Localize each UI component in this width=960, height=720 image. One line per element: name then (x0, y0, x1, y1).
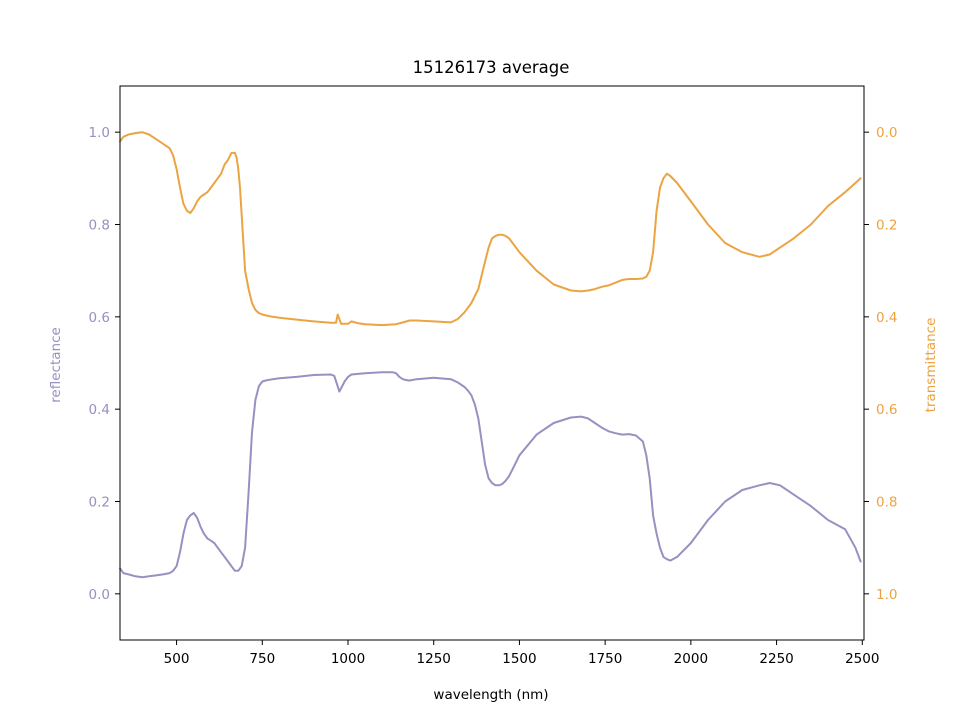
y-right-tick-label: 0.6 (876, 402, 897, 418)
y-axis-left-label: reflectance (48, 327, 64, 403)
y-left-tick-label: 1.0 (89, 125, 110, 141)
x-tick-label: 2250 (759, 651, 793, 667)
x-tick-label: 1750 (588, 651, 622, 667)
y-left-tick-label: 0.6 (89, 310, 110, 326)
x-tick-label: 1500 (502, 651, 536, 667)
x-tick-label: 2000 (674, 651, 708, 667)
x-axis-label: wavelength (nm) (433, 687, 548, 703)
y-right-tick-label: 0.8 (876, 495, 897, 511)
series-line-reflectance (119, 371, 862, 579)
y-left-tick-label: 0.4 (89, 402, 110, 418)
plot-frame (119, 85, 865, 641)
x-tick-label: 750 (249, 651, 275, 667)
y-left-tick-label: 0.0 (89, 587, 110, 603)
plot-area (119, 131, 862, 579)
y-left-tick-label: 0.8 (89, 218, 110, 234)
y-axis-left: 0.0 0.2 0.4 0.6 0.8 1.0 (89, 125, 120, 603)
y-axis-right-label: transmittance (923, 318, 939, 413)
x-tick-label: 500 (164, 651, 190, 667)
y-left-tick-label: 0.2 (89, 495, 110, 511)
y-right-tick-label: 0.0 (876, 125, 897, 141)
x-tick-label: 1000 (331, 651, 365, 667)
x-tick-label: 2500 (845, 651, 879, 667)
y-right-tick-label: 0.4 (876, 310, 897, 326)
y-axis-right: 0.0 0.2 0.4 0.6 0.8 1.0 (864, 125, 897, 603)
chart-title: 15126173 average (413, 58, 570, 77)
x-tick-label: 1250 (417, 651, 451, 667)
series-line-transmittance (119, 131, 862, 327)
y-right-tick-label: 0.2 (876, 218, 897, 234)
x-axis: 500 750 1000 1250 1500 1750 2000 2250 2500 (164, 640, 879, 667)
y-right-tick-label: 1.0 (876, 587, 897, 603)
